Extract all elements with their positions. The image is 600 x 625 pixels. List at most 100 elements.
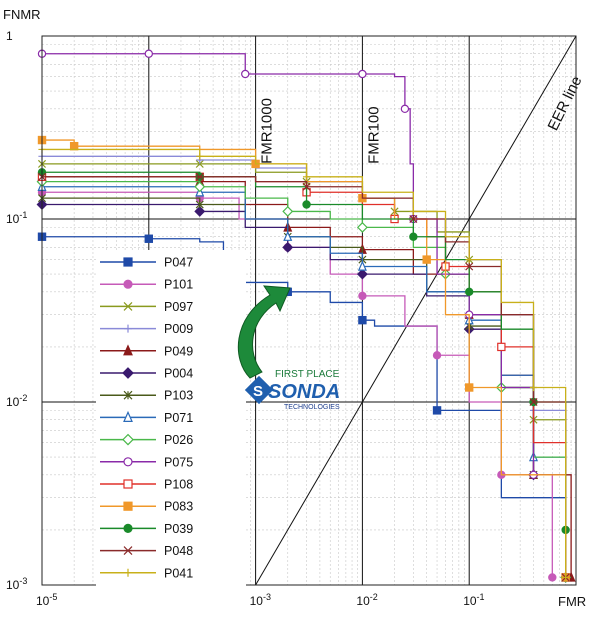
legend-item: P083 bbox=[100, 500, 193, 514]
legend-item: P075 bbox=[100, 455, 193, 469]
data-point bbox=[432, 351, 442, 360]
green-arrow-icon bbox=[237, 285, 291, 379]
tick-label: 10-3 bbox=[250, 592, 271, 608]
legend-item: P097 bbox=[100, 300, 193, 314]
legend-item: P041 bbox=[100, 566, 193, 580]
data-point bbox=[422, 255, 431, 264]
data-point bbox=[282, 205, 294, 217]
data-point bbox=[497, 342, 506, 352]
legend-item: P047 bbox=[100, 256, 193, 270]
legend-item: P103 bbox=[100, 389, 193, 403]
legend-label: P026 bbox=[164, 433, 193, 447]
data-point bbox=[302, 173, 311, 181]
tick-label: 1 bbox=[6, 29, 13, 43]
data-point bbox=[529, 397, 538, 407]
data-point bbox=[465, 383, 474, 392]
logo-line3: TECHNOLOGIES bbox=[284, 404, 340, 411]
tick-label: 10-5 bbox=[36, 592, 57, 608]
data-point bbox=[122, 367, 134, 379]
series-p048 bbox=[37, 172, 570, 582]
data-point bbox=[282, 241, 294, 253]
data-point bbox=[195, 159, 204, 168]
data-point bbox=[124, 324, 132, 333]
legend-item: P049 bbox=[100, 344, 193, 358]
data-point bbox=[465, 255, 473, 264]
series-line bbox=[42, 236, 567, 578]
legend-label: P083 bbox=[164, 500, 193, 514]
legend-label: P075 bbox=[164, 455, 193, 469]
data-point bbox=[123, 457, 133, 467]
tick-label: 10-1 bbox=[463, 592, 484, 608]
tick-label: 10-1 bbox=[6, 210, 27, 226]
data-point bbox=[409, 207, 417, 216]
logo-line2: SONDA bbox=[268, 381, 340, 403]
data-point bbox=[356, 221, 368, 233]
legend-label: P009 bbox=[164, 322, 193, 336]
legend-label: P041 bbox=[164, 566, 193, 580]
data-point bbox=[548, 573, 557, 582]
data-point bbox=[283, 230, 293, 241]
legend-label: P047 bbox=[164, 256, 193, 270]
reference-lines: FMR1000 FMR100 EER line bbox=[255, 35, 586, 586]
legend-label: P097 bbox=[164, 300, 193, 314]
legend: P047 P101 P097 P009 P049 P004 P103 P071 P026 P075… bbox=[96, 250, 246, 591]
legend-item: P026 bbox=[100, 433, 193, 447]
legend-item: P039 bbox=[100, 522, 193, 536]
legend-item: P108 bbox=[100, 478, 193, 492]
legend-item: P048 bbox=[100, 544, 193, 558]
data-point bbox=[194, 181, 206, 193]
legend-item: P009 bbox=[100, 322, 193, 336]
legend-label: P039 bbox=[164, 522, 193, 536]
data-point bbox=[123, 523, 133, 534]
legend-label: P049 bbox=[164, 344, 193, 358]
plot-frame bbox=[41, 35, 577, 586]
data-point bbox=[358, 69, 367, 79]
data-point bbox=[465, 287, 474, 297]
data-point bbox=[302, 200, 311, 209]
first-place-logo: FIRST PLACE S SONDA TECHNOLOGIES bbox=[237, 285, 340, 411]
data-point bbox=[529, 383, 538, 392]
data-point bbox=[144, 49, 153, 58]
data-point bbox=[241, 69, 250, 79]
svg-text:S: S bbox=[253, 383, 263, 400]
data-point bbox=[409, 214, 418, 224]
data-point bbox=[562, 573, 570, 582]
y-axis-title: FNMR bbox=[3, 7, 41, 22]
legend-label: P071 bbox=[164, 411, 193, 425]
series-line bbox=[42, 176, 567, 578]
data-point bbox=[123, 390, 133, 400]
data-point bbox=[432, 406, 442, 415]
data-point bbox=[123, 546, 133, 556]
legend-label: P108 bbox=[164, 478, 193, 492]
logo-line1: FIRST PLACE bbox=[275, 369, 340, 380]
tick-label: 10-3 bbox=[6, 576, 27, 592]
tick-label: 10-2 bbox=[356, 592, 377, 608]
data-point bbox=[123, 501, 133, 511]
data-point bbox=[358, 315, 367, 325]
ref-label-fmr100: FMR100 bbox=[365, 106, 382, 164]
data-point bbox=[465, 262, 474, 271]
data-point bbox=[124, 568, 132, 577]
legend-item: P101 bbox=[100, 278, 193, 292]
eer-line-label: EER line bbox=[545, 74, 586, 134]
legend-label: P101 bbox=[164, 278, 193, 292]
data-point bbox=[356, 268, 368, 280]
x-axis-title: FMR bbox=[558, 594, 586, 609]
data-point bbox=[400, 104, 410, 114]
data-point bbox=[122, 433, 134, 446]
data-point bbox=[194, 205, 206, 217]
data-point bbox=[123, 344, 133, 356]
legend-label: P048 bbox=[164, 544, 193, 558]
tick-labels: 10-5 10-3 10-2 10-1 1 10-1 10-2 10-3 bbox=[6, 29, 485, 608]
eer-line bbox=[255, 35, 577, 586]
data-point bbox=[302, 182, 311, 191]
data-point bbox=[123, 257, 133, 267]
data-point bbox=[196, 152, 204, 160]
data-point bbox=[123, 301, 133, 311]
data-point bbox=[123, 279, 133, 289]
data-point bbox=[69, 141, 79, 151]
legend-item: P004 bbox=[100, 367, 193, 381]
data-point bbox=[195, 200, 204, 209]
data-point bbox=[144, 234, 153, 243]
